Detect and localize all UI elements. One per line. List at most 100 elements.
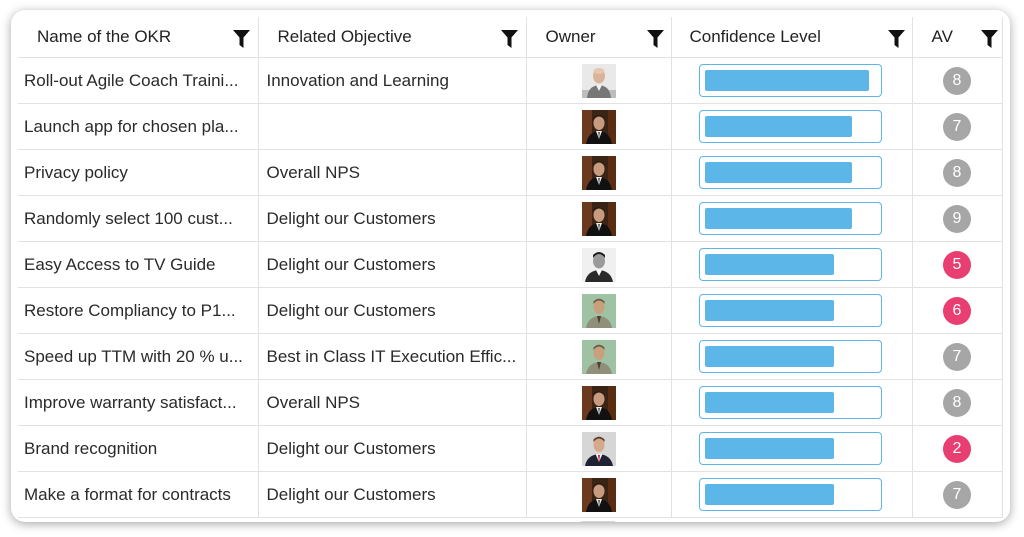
confidence-bar-fill (704, 392, 835, 413)
av-cell: 9 (912, 195, 1003, 242)
column-header-name-label: Name of the OKR (37, 27, 172, 46)
owner-cell[interactable] (526, 149, 672, 196)
owner-cell[interactable] (526, 425, 672, 472)
okr-name-cell[interactable]: Restore Compliancy to P1... (18, 287, 259, 334)
okr-name: Randomly select 100 cust... (24, 208, 233, 228)
objective-cell[interactable]: Overall NPS (258, 149, 527, 196)
av-badge: 7 (943, 112, 971, 141)
filter-icon[interactable] (646, 30, 664, 48)
owner-avatar[interactable] (581, 293, 616, 328)
okr-name: Restore Compliancy to P1... (24, 300, 236, 320)
table-row[interactable]: Speed up TTM with 20 % u... Best in Clas… (18, 333, 1003, 380)
okr-name-cell[interactable]: Launch app for chosen pla... (18, 103, 259, 150)
filter-icon[interactable] (980, 30, 998, 48)
confidence-cell (671, 241, 913, 288)
confidence-bar (698, 340, 882, 373)
table-row[interactable]: Randomly select 100 cust... Delight our … (18, 195, 1003, 242)
av-badge: 6 (943, 296, 971, 325)
objective-cell[interactable]: Delight our Customers (258, 195, 527, 242)
column-header-confidence[interactable]: Confidence Level (671, 17, 913, 58)
confidence-bar (698, 110, 882, 143)
okr-rows: Roll-out Agile Coach Traini... Innovatio… (18, 57, 1003, 518)
av-badge: 7 (943, 342, 971, 371)
objective-cell[interactable]: Overall NPS (258, 379, 527, 426)
filter-icon[interactable] (233, 30, 250, 48)
table-row[interactable]: Easy Access to TV Guide Delight our Cust… (18, 241, 1003, 288)
column-header-av[interactable]: AV (912, 17, 1003, 58)
table-row[interactable]: Improve warranty satisfact... Overall NP… (18, 379, 1003, 426)
owner-cell[interactable] (526, 287, 672, 334)
objective-cell[interactable]: Delight our Customers (258, 287, 527, 334)
okr-name-cell[interactable]: Roll-out Agile Coach Traini... (18, 57, 259, 104)
confidence-cell (671, 379, 913, 426)
okr-name-cell[interactable]: Brand recognition (18, 425, 259, 472)
objective-cell[interactable]: Best in Class IT Execution Effic... (258, 333, 527, 380)
okr-table: Name of the OKR Related Objective Owner (18, 17, 1003, 518)
owner-avatar[interactable] (581, 431, 616, 466)
confidence-cell (671, 471, 913, 518)
objective-cell[interactable] (258, 103, 527, 150)
owner-avatar[interactable] (581, 63, 616, 98)
related-objective: Delight our Customers (266, 300, 436, 320)
owner-avatar[interactable] (581, 339, 616, 374)
table-row[interactable]: Launch app for chosen pla... 7 (18, 103, 1003, 150)
filter-icon[interactable] (500, 30, 518, 48)
confidence-cell (671, 103, 913, 150)
av-badge: 8 (943, 388, 971, 417)
column-header-av-label: AV (931, 27, 953, 46)
table-row[interactable]: Roll-out Agile Coach Traini... Innovatio… (18, 57, 1003, 104)
column-header-owner[interactable]: Owner (526, 17, 672, 58)
table-row[interactable]: Make a format for contracts Delight our … (18, 471, 1003, 518)
av-cell: 8 (912, 57, 1003, 104)
confidence-bar-fill (704, 484, 835, 505)
okr-name-cell[interactable]: Privacy policy (18, 149, 259, 196)
okr-name: Roll-out Agile Coach Traini... (24, 70, 239, 90)
av-cell: 6 (912, 287, 1003, 334)
related-objective: Innovation and Learning (266, 70, 449, 90)
okr-name-cell[interactable]: Randomly select 100 cust... (18, 195, 259, 242)
owner-avatar[interactable] (581, 385, 616, 420)
okr-name: Speed up TTM with 20 % u... (24, 346, 243, 366)
okr-name: Privacy policy (24, 162, 128, 182)
okr-name-cell[interactable]: Make a format for contracts (18, 471, 259, 518)
owner-cell[interactable] (526, 195, 672, 242)
owner-avatar[interactable] (581, 247, 616, 282)
okr-name-cell[interactable]: Easy Access to TV Guide (18, 241, 259, 288)
objective-cell[interactable]: Delight our Customers (258, 471, 527, 518)
table-row[interactable]: Brand recognition Delight our Customers … (18, 425, 1003, 472)
av-badge: 8 (943, 158, 971, 187)
okr-name: Easy Access to TV Guide (24, 254, 216, 274)
column-header-name[interactable]: Name of the OKR (18, 17, 259, 58)
objective-cell[interactable]: Delight our Customers (258, 425, 527, 472)
table-row[interactable]: Privacy policy Overall NPS 8 (18, 149, 1003, 196)
confidence-bar-fill (704, 300, 835, 321)
filter-icon[interactable] (887, 30, 905, 48)
confidence-bar (698, 478, 882, 511)
owner-cell[interactable] (526, 103, 672, 150)
owner-cell[interactable] (526, 57, 672, 104)
av-cell: 7 (912, 333, 1003, 380)
owner-avatar[interactable] (581, 201, 616, 236)
confidence-bar-fill (704, 254, 835, 275)
owner-cell[interactable] (526, 379, 672, 426)
av-cell: 7 (912, 471, 1003, 518)
owner-avatar[interactable] (581, 477, 616, 512)
okr-name-cell[interactable]: Speed up TTM with 20 % u... (18, 333, 259, 380)
owner-avatar[interactable] (581, 155, 616, 190)
av-badge: 8 (943, 66, 971, 95)
table-row[interactable]: Restore Compliancy to P1... Delight our … (18, 287, 1003, 334)
okr-table-card: Name of the OKR Related Objective Owner (11, 10, 1010, 522)
column-header-owner-label: Owner (545, 27, 596, 46)
owner-cell[interactable] (526, 241, 672, 288)
owner-avatar[interactable] (581, 109, 616, 144)
objective-cell[interactable]: Delight our Customers (258, 241, 527, 288)
owner-cell[interactable] (526, 471, 672, 518)
okr-name-cell[interactable]: Improve warranty satisfact... (18, 379, 259, 426)
confidence-bar-fill (704, 346, 835, 367)
av-cell: 2 (912, 425, 1003, 472)
owner-cell[interactable] (526, 333, 672, 380)
confidence-bar (698, 386, 882, 419)
column-header-objective[interactable]: Related Objective (258, 17, 527, 58)
objective-cell[interactable]: Innovation and Learning (258, 57, 527, 104)
related-objective: Delight our Customers (266, 208, 436, 228)
